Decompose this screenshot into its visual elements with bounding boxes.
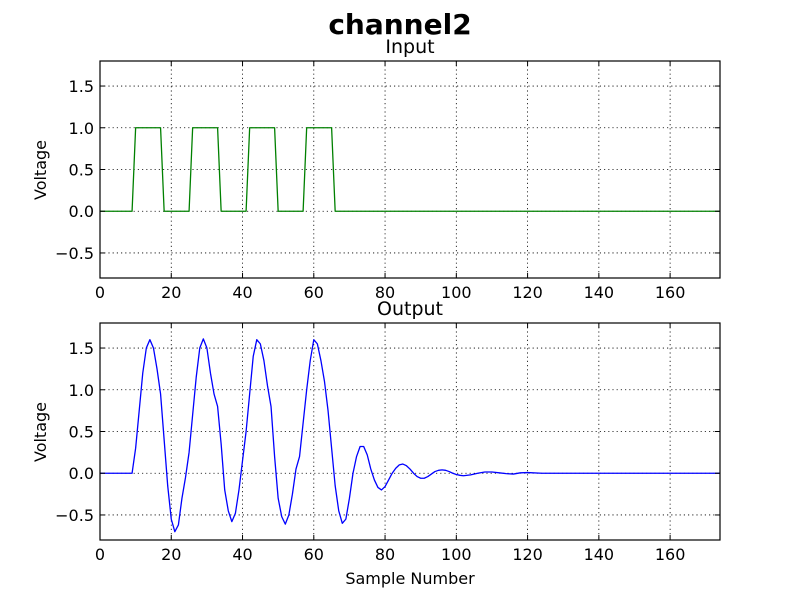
input-x-tick-label: 80 bbox=[375, 283, 395, 302]
output-panel: Output 0 20 40 60 80 100 120 140 160 −0.… bbox=[31, 298, 721, 588]
input-y-tick-label: 1.0 bbox=[69, 119, 94, 138]
output-x-tick-label: 140 bbox=[584, 545, 615, 564]
figure-suptitle: channel2 bbox=[328, 8, 471, 41]
input-x-tick-label: 140 bbox=[584, 283, 615, 302]
input-x-tick-label: 160 bbox=[655, 283, 686, 302]
input-ticks bbox=[99, 61, 720, 278]
output-x-tick-label: 60 bbox=[304, 545, 324, 564]
output-y-tick-label: −0.5 bbox=[55, 506, 94, 525]
output-x-tick-label: 20 bbox=[161, 545, 181, 564]
input-panel: Input 0 20 40 60 80 100 120 140 160 −0.5… bbox=[31, 36, 721, 302]
input-y-tick-label: 0.5 bbox=[69, 161, 94, 180]
input-x-tick-label: 120 bbox=[512, 283, 543, 302]
output-y-tick-label: 1.5 bbox=[69, 339, 94, 358]
input-x-tick-label: 40 bbox=[232, 283, 252, 302]
input-panel-title: Input bbox=[385, 36, 434, 58]
input-series-line bbox=[100, 127, 720, 212]
input-y-tick-label: −0.5 bbox=[55, 244, 94, 263]
input-y-tick-label: 1.5 bbox=[69, 77, 94, 96]
output-series-layer bbox=[100, 338, 720, 533]
input-y-axis-label: Voltage bbox=[31, 140, 50, 200]
input-x-tick-label: 20 bbox=[161, 283, 181, 302]
input-x-tick-label: 60 bbox=[304, 283, 324, 302]
output-x-tick-label: 0 bbox=[95, 545, 105, 564]
output-x-tick-label: 160 bbox=[655, 545, 686, 564]
input-x-tick-label: 100 bbox=[441, 283, 472, 302]
input-x-tick-labels: 0 20 40 60 80 100 120 140 160 bbox=[95, 283, 685, 302]
output-x-tick-label: 100 bbox=[441, 545, 472, 564]
output-ticks bbox=[99, 323, 720, 540]
input-series-layer bbox=[100, 127, 720, 212]
output-series-line bbox=[100, 338, 720, 533]
input-y-tick-label: 0.0 bbox=[69, 202, 94, 221]
output-y-tick-label: 0.0 bbox=[69, 464, 94, 483]
output-x-axis-label: Sample Number bbox=[345, 569, 475, 588]
output-panel-title: Output bbox=[377, 298, 443, 320]
output-x-tick-label: 120 bbox=[512, 545, 543, 564]
output-y-tick-label: 1.0 bbox=[69, 381, 94, 400]
output-x-tick-labels: 0 20 40 60 80 100 120 140 160 bbox=[95, 545, 685, 564]
output-x-tick-label: 80 bbox=[375, 545, 395, 564]
output-x-tick-label: 40 bbox=[232, 545, 252, 564]
output-y-tick-labels: −0.5 0.0 0.5 1.0 1.5 bbox=[55, 339, 94, 525]
input-x-tick-label: 0 bbox=[95, 283, 105, 302]
input-y-tick-labels: −0.5 0.0 0.5 1.0 1.5 bbox=[55, 77, 94, 263]
output-y-tick-label: 0.5 bbox=[69, 423, 94, 442]
output-y-axis-label: Voltage bbox=[31, 402, 50, 462]
